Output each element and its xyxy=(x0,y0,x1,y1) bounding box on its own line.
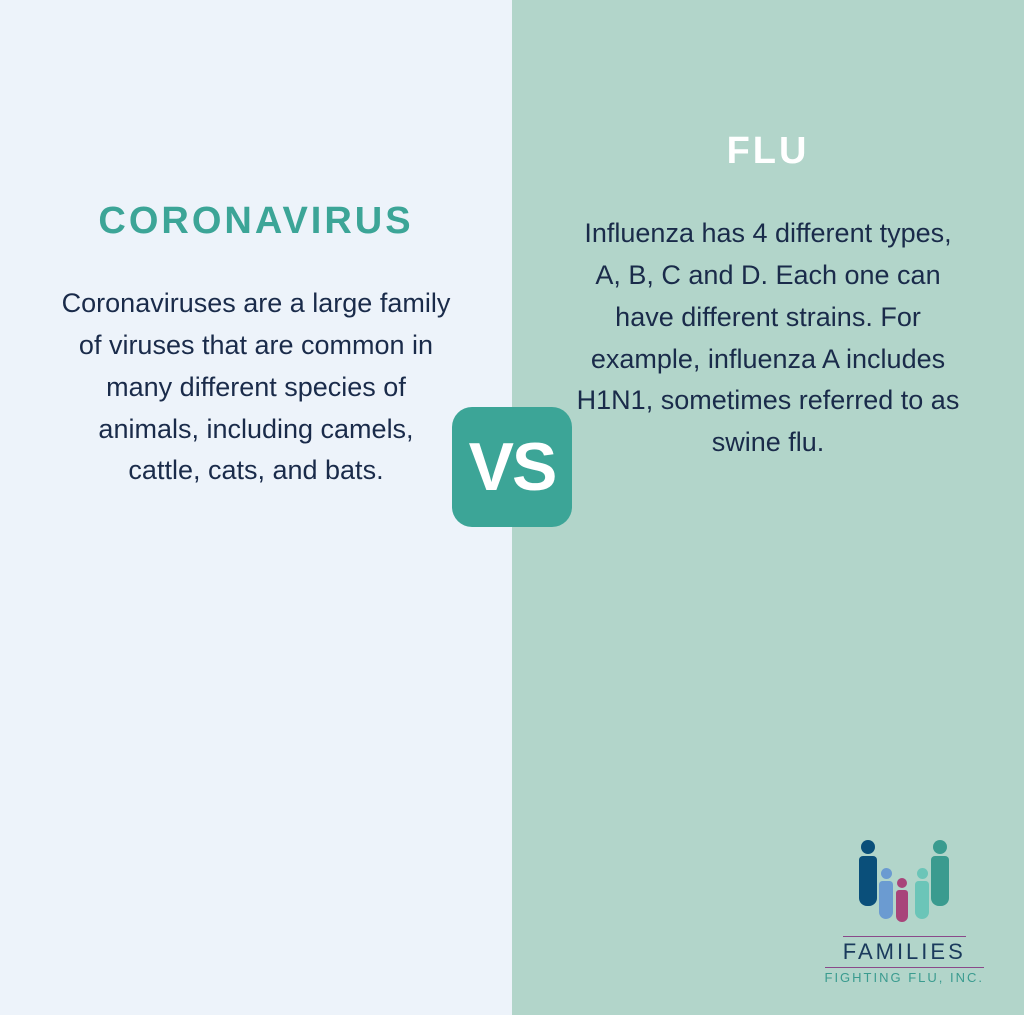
logo-line1: FAMILIES xyxy=(843,936,966,965)
left-panel: CORONAVIRUS Coronaviruses are a large fa… xyxy=(0,0,512,1015)
right-panel: FLU Influenza has 4 different types, A, … xyxy=(512,0,1024,1015)
coronavirus-body: Coronaviruses are a large family of viru… xyxy=(60,283,452,492)
vs-label: VS xyxy=(469,428,556,506)
flu-heading: FLU xyxy=(727,130,810,173)
flu-body: Influenza has 4 different types, A, B, C… xyxy=(572,213,964,464)
logo-figures-icon xyxy=(849,840,959,930)
logo-line2: FIGHTING FLU, INC. xyxy=(825,967,985,985)
coronavirus-heading: CORONAVIRUS xyxy=(98,200,413,243)
vs-badge: VS xyxy=(452,407,572,527)
families-logo: FAMILIES FIGHTING FLU, INC. xyxy=(825,840,985,985)
